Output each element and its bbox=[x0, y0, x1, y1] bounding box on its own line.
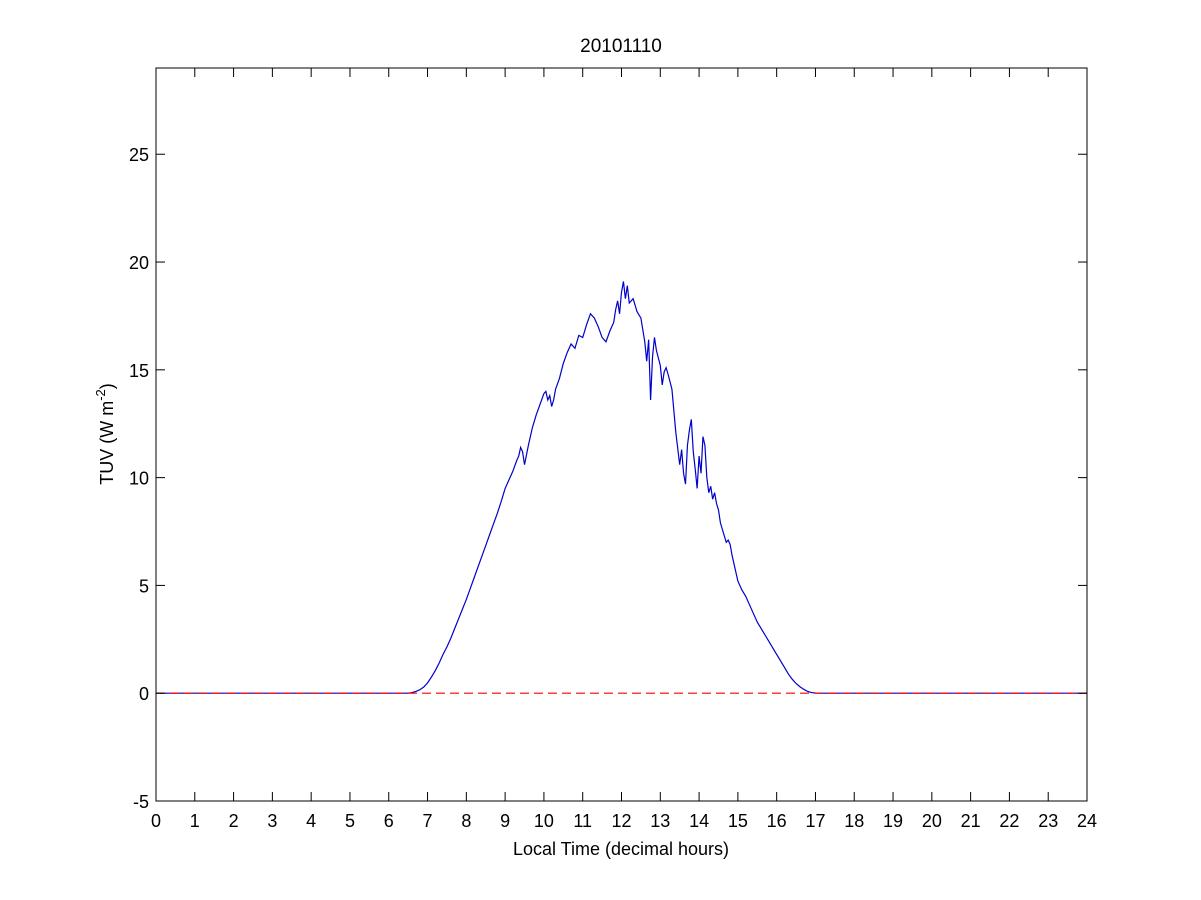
x-tick-label: 3 bbox=[267, 811, 277, 831]
x-tick-label: 10 bbox=[534, 811, 554, 831]
y-axis-label-main: TUV (W m bbox=[97, 401, 117, 485]
y-axis: -5 0 5 10 15 20 25 bbox=[129, 145, 1087, 812]
x-tick-label: 24 bbox=[1077, 811, 1097, 831]
x-tick-label: 8 bbox=[461, 811, 471, 831]
x-tick-label: 12 bbox=[611, 811, 631, 831]
x-axis-label: Local Time (decimal hours) bbox=[513, 839, 729, 859]
x-tick-label: 1 bbox=[190, 811, 200, 831]
y-tick-label: 15 bbox=[129, 361, 149, 381]
x-axis: 0 1 2 3 4 5 6 7 8 9 10 11 12 13 14 15 16 17 18 19 20 21 22 23 24 bbox=[151, 68, 1097, 831]
x-tick-label: 22 bbox=[999, 811, 1019, 831]
y-tick-label: -5 bbox=[133, 792, 149, 812]
x-tick-label: 20 bbox=[922, 811, 942, 831]
y-tick-label: 0 bbox=[139, 684, 149, 704]
x-tick-label: 2 bbox=[229, 811, 239, 831]
y-tick-label: 10 bbox=[129, 469, 149, 489]
x-tick-label: 21 bbox=[961, 811, 981, 831]
x-tick-label: 9 bbox=[500, 811, 510, 831]
x-tick-label: 7 bbox=[423, 811, 433, 831]
chart-title: 20101110 bbox=[580, 36, 662, 57]
x-tick-label: 4 bbox=[306, 811, 316, 831]
tuv-series-line bbox=[156, 281, 1087, 694]
x-tick-label: 5 bbox=[345, 811, 355, 831]
x-tick-label: 15 bbox=[728, 811, 748, 831]
x-tick-label: 13 bbox=[650, 811, 670, 831]
x-tick-label: 19 bbox=[883, 811, 903, 831]
y-tick-label: 5 bbox=[139, 576, 149, 596]
x-tick-label: 14 bbox=[689, 811, 709, 831]
y-axis-label-suffix: ) bbox=[97, 383, 117, 389]
x-tick-label: 6 bbox=[384, 811, 394, 831]
x-tick-label: 16 bbox=[767, 811, 787, 831]
x-tick-label: 0 bbox=[151, 811, 161, 831]
x-tick-label: 18 bbox=[844, 811, 864, 831]
x-tick-label: 11 bbox=[573, 811, 592, 831]
y-tick-label: 25 bbox=[129, 145, 149, 165]
y-tick-label: 20 bbox=[129, 253, 149, 273]
x-tick-label: 23 bbox=[1038, 811, 1058, 831]
y-axis-label-superscript: -2 bbox=[93, 389, 108, 401]
y-axis-label: TUV (W m-2) bbox=[93, 383, 117, 485]
x-tick-label: 17 bbox=[805, 811, 825, 831]
